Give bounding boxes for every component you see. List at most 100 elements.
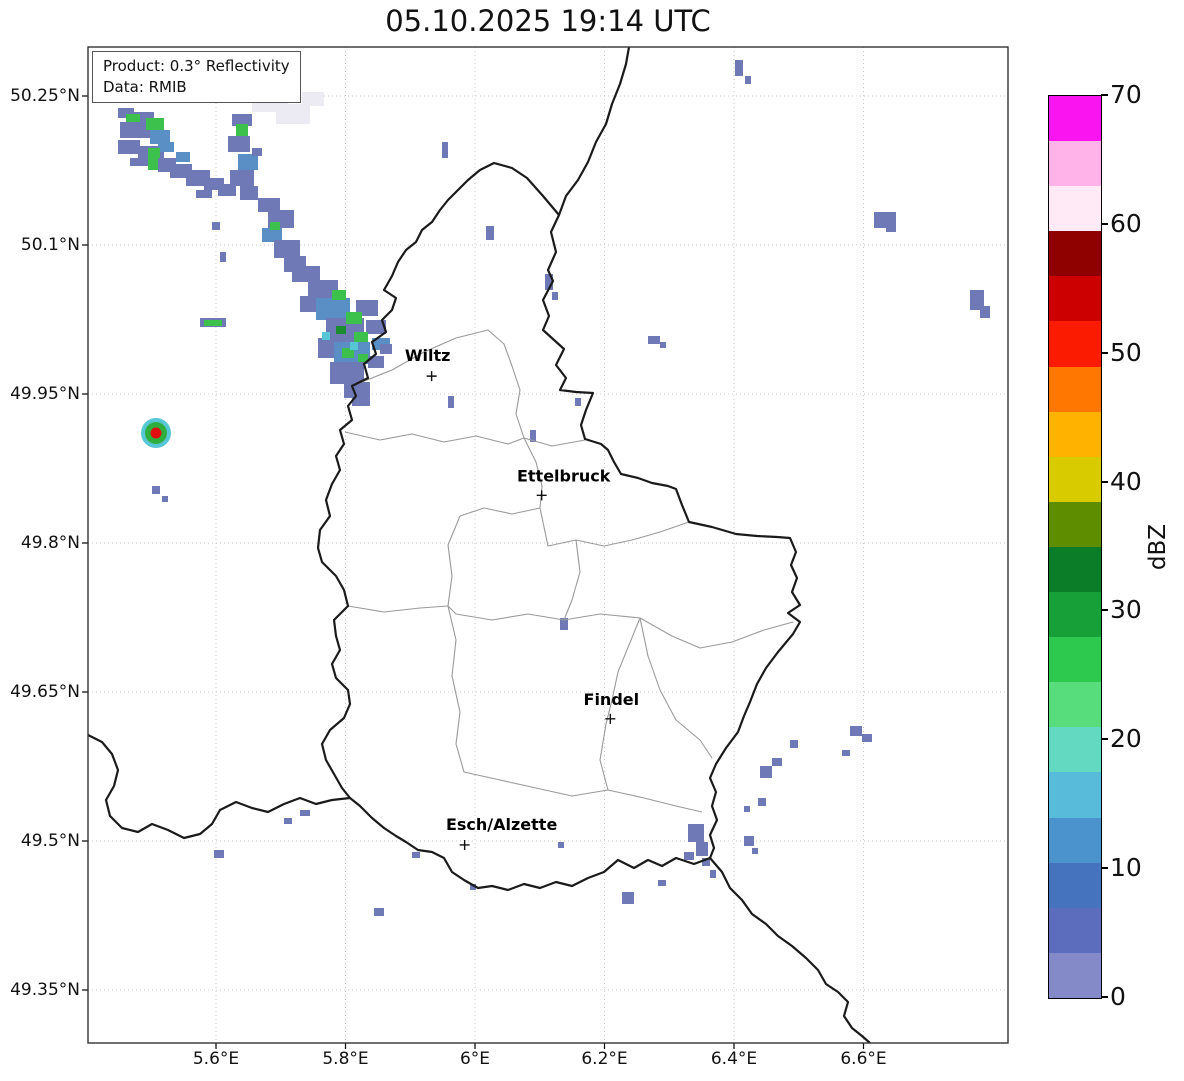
y-tick-label: 49.5°N	[20, 830, 80, 851]
radar-echo-cell	[126, 114, 140, 122]
y-tick-label: 50.25°N	[10, 86, 80, 106]
radar-echo-cell	[346, 312, 362, 324]
colorbar-tick-mark	[1101, 996, 1108, 998]
country-border-france-germany	[709, 857, 871, 1043]
colorbar-band	[1049, 186, 1101, 232]
radar-echo-cell	[342, 348, 354, 358]
radar-echo-cell	[284, 818, 292, 824]
gridlines	[88, 47, 1008, 1043]
colorbar-band	[1049, 96, 1101, 142]
district-borders	[344, 329, 794, 813]
radar-echo-cell	[258, 198, 280, 212]
colorbar-tick-label: 10	[1110, 853, 1142, 883]
radar-echo-cell	[758, 798, 766, 806]
radar-echo-cell	[558, 842, 564, 848]
radar-echo-cell	[152, 486, 160, 494]
radar-echo-cell	[374, 908, 384, 916]
y-tick-label: 50.1°N	[20, 234, 80, 255]
city-label: Esch/Alzette	[446, 815, 558, 834]
radar-echo-cell	[696, 842, 708, 856]
colorbar-band	[1049, 141, 1101, 187]
colorbar-tick-label: 40	[1110, 466, 1142, 496]
radar-echo-cell	[322, 332, 330, 340]
radar-echo-cell	[744, 836, 754, 846]
colorbar-tick-mark	[1101, 222, 1108, 225]
colorbar-tick-label: 20	[1110, 724, 1142, 754]
city-label: Ettelbruck	[517, 466, 611, 485]
colorbar-band	[1049, 231, 1101, 277]
radar-echo-cell	[745, 76, 751, 84]
colorbar-band	[1049, 321, 1101, 367]
colorbar-tick-mark	[1101, 94, 1108, 96]
radar-echo-cell	[470, 884, 476, 890]
x-tick-label: 6.4°E	[710, 1049, 758, 1069]
radar-echo-cell	[350, 342, 358, 350]
radar-echo-cell	[842, 750, 850, 756]
radar-echo-cell	[710, 870, 716, 878]
country-border-luxembourg	[316, 161, 802, 892]
radar-echo-cell	[196, 190, 212, 198]
radar-echo-cell	[270, 222, 280, 230]
y-tick-label: 49.65°N	[10, 681, 80, 702]
radar-echo-cell	[120, 122, 150, 138]
radar-echo-cell	[252, 148, 262, 156]
radar-echo-cell	[300, 810, 310, 816]
axis-ticks	[82, 95, 865, 1049]
radar-echo-cell	[228, 136, 250, 152]
x-tick-label: 6.2°E	[581, 1049, 628, 1069]
city-marker	[605, 713, 616, 724]
plot-frame	[87, 46, 1009, 1044]
radar-echo-cell	[850, 726, 862, 736]
colorbar-band	[1049, 411, 1101, 457]
colorbar-band	[1049, 727, 1101, 773]
city-label: Wiltz	[405, 346, 451, 365]
radar-echo-cell	[230, 170, 254, 186]
radar-echo-cell	[330, 362, 364, 384]
radar-echo-cell	[354, 332, 368, 342]
colorbar-band	[1049, 592, 1101, 638]
radar-echo-cell	[980, 306, 990, 318]
radar-echo-cell	[744, 806, 750, 812]
radar-echo-cell	[344, 382, 370, 398]
radar-echo-cell	[622, 892, 634, 904]
colorbar-tick-label: 50	[1110, 337, 1142, 367]
colorbar-tick-mark	[1101, 351, 1108, 354]
radar-echo-cell	[232, 114, 252, 126]
colorbar-band	[1049, 501, 1101, 547]
colorbar-tick-mark	[1101, 480, 1108, 483]
radar-echo-cell	[220, 252, 226, 262]
radar-echo-cell	[212, 222, 220, 230]
radar-echo-cell	[772, 758, 782, 766]
colorbar-axis-label: dBZ	[1145, 523, 1171, 571]
x-tick-label: 6.6°E	[840, 1049, 887, 1069]
colorbar-band	[1049, 456, 1101, 502]
radar-echo-cell	[316, 298, 350, 320]
radar-echo-cell	[262, 228, 282, 242]
radar-echo-cell	[366, 320, 386, 334]
radar-echo-cell	[218, 184, 236, 196]
radar-echo-cell	[658, 880, 666, 886]
colorbar-band	[1049, 817, 1101, 863]
colorbar-tick-label: 30	[1110, 595, 1142, 625]
colorbar-band	[1049, 276, 1101, 322]
radar-echo-cell	[752, 848, 758, 854]
radar-echo-cell	[298, 266, 320, 280]
radar-echo-cell	[214, 850, 224, 858]
y-tick-label: 49.95°N	[10, 383, 80, 404]
radar-echo-cell	[336, 326, 346, 334]
radar-echo-cell	[886, 224, 896, 232]
data-source-label: Data: RMIB	[103, 78, 187, 96]
radar-echo-cell	[970, 290, 984, 310]
radar-echo-cell	[130, 158, 148, 166]
colorbar-band	[1049, 366, 1101, 412]
y-tick-label: 49.35°N	[10, 979, 80, 1000]
radar-echo-cell	[760, 766, 772, 778]
radar-echo-cell	[240, 186, 258, 200]
map-layers	[88, 47, 990, 1043]
city-label: Findel	[584, 690, 640, 709]
radar-echo-cell	[735, 60, 743, 76]
x-tick-label: 5.8°E	[322, 1049, 369, 1069]
radar-echo-cell	[684, 852, 694, 860]
colorbar-tick-mark	[1101, 867, 1108, 870]
